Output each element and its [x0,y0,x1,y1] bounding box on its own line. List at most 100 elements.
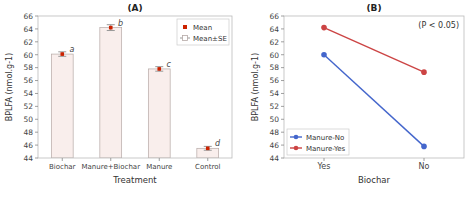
y-tick-label: 60 [23,51,33,60]
y-tick-label: 48 [269,128,279,137]
x-tick-label: Biochar [49,163,76,171]
y-tick-label: 52 [23,102,33,111]
y-tick [35,41,38,42]
y-tick [281,67,284,68]
y-tick [35,28,38,29]
series-point [421,144,427,150]
error-bar-cap [107,30,115,31]
legend-swatch [294,135,299,140]
annotation: (P < 0.05) [418,21,459,30]
y-tick-label: 66 [269,12,279,21]
title: (A) [127,3,142,13]
mean-marker [60,52,64,56]
x-axis-label: Biochar [358,175,391,185]
y-tick-label: 44 [269,154,279,163]
y-tick [281,119,284,120]
legend-label: Mean [193,24,212,32]
legend-swatch [183,25,187,29]
error-bar-cap [58,51,66,52]
y-tick-label: 50 [269,115,279,124]
bar [51,54,73,158]
y-tick [35,54,38,55]
y-tick [35,16,38,17]
legend-frame [177,19,229,45]
y-tick [281,54,284,55]
y-tick [35,158,38,159]
x-tick-label: Yes [317,162,331,171]
y-tick-label: 64 [269,25,279,34]
y-tick-label: 54 [269,89,279,98]
y-tick-label: 56 [269,76,279,85]
legend-swatch [183,36,188,41]
bar [100,28,122,158]
x-tick [159,158,160,161]
plot-frame [38,16,232,158]
point-label: b [118,19,123,28]
y-tick-label: 48 [23,128,33,137]
panel-b: (B) BPLFA (nmol.g-1) Biochar 44 46 48 50 52 54 56… [251,3,464,185]
x-tick-label: Manure [146,163,172,171]
y-tick [281,93,284,94]
x-tick-label: Manure+Biochar [81,163,140,171]
page: {"chart_data": [ {"type": "bar", "title"… [0,0,474,206]
error-bar-cap [58,56,66,57]
mean-marker [206,147,210,151]
error-bar-cap [107,24,115,25]
y-tick [281,145,284,146]
y-tick-label: 44 [23,154,33,163]
y-tick-label: 56 [23,76,33,85]
y-tick [35,93,38,94]
y-tick-label: 52 [269,102,279,111]
y-tick-label: 46 [23,141,33,150]
y-tick [35,67,38,68]
series-point [421,69,427,75]
legend: Manure-NoManure-Yes [287,129,349,155]
series-point [321,52,327,58]
y-tick-label: 64 [23,25,33,34]
x-axis-label: Treatment [112,175,157,185]
legend-label: Mean±SE [193,35,227,43]
error-bar [58,52,66,57]
y-tick-label: 58 [269,63,279,72]
y-tick-label: 60 [269,51,279,60]
legend: Mean Mean±SE [177,19,229,45]
y-tick [281,80,284,81]
error-bar [155,67,163,72]
point-label: c [167,60,172,69]
y-tick [281,28,284,29]
y-tick-label: 50 [23,115,33,124]
y-tick [281,41,284,42]
legend-frame [287,129,349,155]
y-tick-label: 54 [23,89,33,98]
mean-marker [157,67,161,71]
y-tick-label: 46 [269,141,279,150]
y-tick [35,145,38,146]
point-label: d [215,139,221,148]
y-axis-label: BPLFA (nmol.g-1) [251,53,260,121]
error-bar [107,25,115,31]
y-tick [281,132,284,133]
mean-marker [109,26,113,30]
error-bar [204,146,212,150]
x-tick [324,158,325,161]
error-bar-cap [155,66,163,67]
series-point [321,25,327,31]
legend-label: Manure-No [306,134,344,142]
legend-swatch [294,146,299,151]
chart-container: (A) BPLFA (nmol.g-1) Treatment 44 46 48 50 52 54… [0,0,474,206]
y-tick [35,106,38,107]
y-axis-label: BPLFA (nmol.g-1) [5,53,14,121]
x-tick-label: Control [195,163,220,171]
chart-svg: (A) BPLFA (nmol.g-1) Treatment 44 46 48 50 52 54… [0,0,474,206]
y-tick-label: 58 [23,63,33,72]
y-tick-label: 66 [23,12,33,21]
y-tick [281,106,284,107]
y-tick-label: 62 [269,38,279,47]
x-tick [424,158,425,161]
y-tick-label: 62 [23,38,33,47]
plot-frame [284,16,464,158]
x-tick-label: No [419,162,430,171]
error-bar-cap [155,71,163,72]
title: (B) [366,3,381,13]
bar [148,69,170,158]
